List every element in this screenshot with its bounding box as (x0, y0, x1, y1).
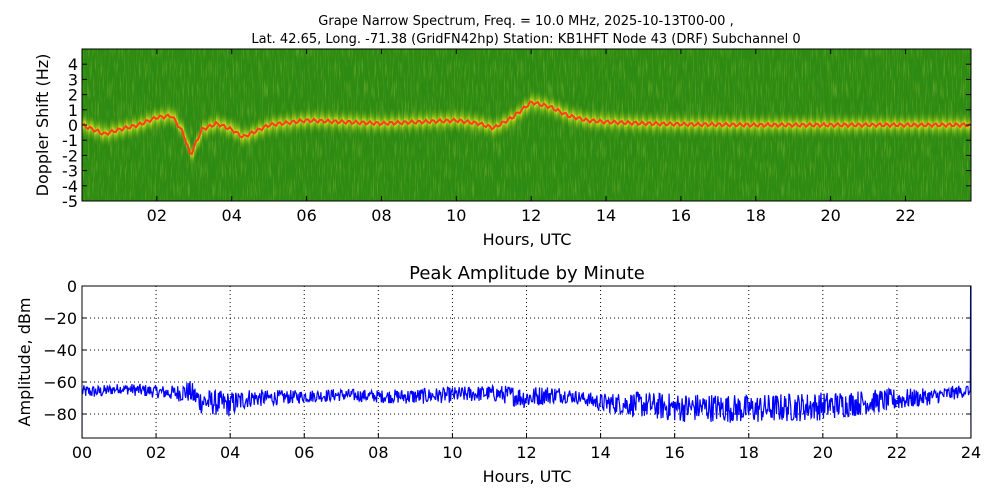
spectrogram-peak-trace (82, 100, 971, 156)
spectrogram-band-column (194, 132, 197, 161)
amplitude-y-tick-label: −20 (43, 309, 77, 328)
spectrogram-band-column (182, 115, 185, 144)
amplitude-x-tick-label: 22 (887, 443, 907, 462)
amplitude-x-tick-label: 00 (72, 443, 92, 462)
figure-title-line2: Lat. 42.65, Long. -71.38 (GridFN42hp) St… (251, 32, 800, 47)
spectrogram-band-column (200, 120, 203, 149)
spectrogram-x-tick-label: 14 (596, 206, 616, 225)
amplitude-x-ticks: 00 02 04 06 08 10 12 14 16 18 20 22 24 (72, 433, 981, 462)
spectrogram-x-tick-label: 04 (222, 206, 242, 225)
spectrogram-band-column (192, 139, 195, 168)
amplitude-x-tick-label: 04 (220, 443, 240, 462)
amplitude-panel: Peak Amplitude by Minute 00 02 04 06 08 10 12 1… (15, 263, 981, 486)
amplitude-y-tick-label: −80 (43, 405, 77, 424)
amplitude-x-tick-label: 20 (813, 443, 833, 462)
spectrogram-x-tick-label: 12 (521, 206, 541, 225)
amplitude-x-tick-label: 08 (368, 443, 388, 462)
spectrogram-band-column (514, 103, 517, 132)
spectrogram-band-column (188, 131, 191, 160)
spectrogram-band-column (198, 125, 201, 154)
spectrogram-y-tick-label: -5 (62, 192, 78, 211)
spectrogram-y-tick-label: -1 (62, 131, 78, 150)
spectrogram-y-tick-label: -3 (62, 162, 78, 181)
amplitude-x-tick-label: 10 (442, 443, 462, 462)
spectrogram-x-tick-label: 18 (746, 206, 766, 225)
spectrogram-x-tick-label: 08 (371, 206, 391, 225)
amplitude-chart-title: Peak Amplitude by Minute (409, 263, 645, 284)
amplitude-x-tick-label: 12 (516, 443, 536, 462)
spectrogram-x-label: Hours, UTC (483, 230, 572, 249)
spectrogram-band-column (184, 122, 187, 151)
amplitude-x-tick-label: 14 (590, 443, 610, 462)
spectrogram-x-ticks: 02 04 06 08 10 12 14 16 18 20 22 (147, 49, 916, 225)
spectrogram-x-tick-label: 06 (296, 206, 316, 225)
spectrogram-x-tick-label: 10 (446, 206, 466, 225)
amplitude-y-label: Amplitude, dBm (15, 298, 34, 427)
amplitude-series-line (82, 286, 971, 438)
figure-title-line1: Grape Narrow Spectrum, Freq. = 10.0 MHz,… (318, 14, 733, 29)
spectrogram-y-tick-label: -4 (62, 177, 78, 196)
spectrogram-y-label: Doppler Shift (Hz) (33, 54, 52, 197)
amplitude-x-tick-label: 16 (664, 443, 684, 462)
spectrogram-band-column (174, 103, 177, 132)
spectrogram-y-tick-label: 3 (68, 70, 78, 89)
spectrogram-y-tick-label: 1 (68, 101, 78, 120)
amplitude-x-tick-label: 24 (961, 443, 981, 462)
amplitude-y-tick-label: −40 (43, 341, 77, 360)
spectrogram-y-tick-label: 4 (68, 55, 78, 74)
amplitude-y-ticks: 0 −20 −40 −60 −80 (43, 277, 971, 424)
spectrogram-x-tick-label: 20 (820, 206, 840, 225)
amplitude-y-tick-label: 0 (67, 277, 77, 296)
amplitude-y-tick-label: −60 (43, 373, 77, 392)
amplitude-x-tick-label: 02 (146, 443, 166, 462)
amplitude-x-tick-label: 06 (294, 443, 314, 462)
spectrogram-x-tick-label: 16 (671, 206, 691, 225)
spectrogram-x-tick-label: 02 (147, 206, 167, 225)
spectrogram-band-column (176, 107, 179, 136)
amplitude-x-tick-label: 18 (739, 443, 759, 462)
spectrogram-y-tick-label: -2 (62, 146, 78, 165)
spectrogram-y-tick-label: 0 (68, 116, 78, 135)
amplitude-x-label: Hours, UTC (483, 467, 572, 486)
spectrogram-x-tick-label: 22 (895, 206, 915, 225)
spectrogram-y-tick-label: 2 (68, 86, 78, 105)
